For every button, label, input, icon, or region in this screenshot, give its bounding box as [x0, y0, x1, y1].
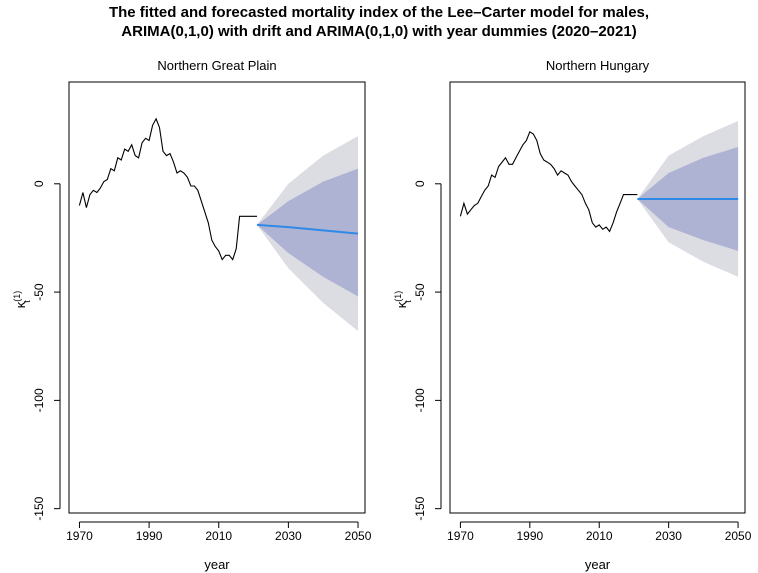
y-tick-label: -50 — [32, 283, 46, 301]
y-tick-label: -50 — [413, 283, 427, 301]
x-axis-title: year — [204, 557, 230, 572]
y-tick-label: -100 — [413, 388, 427, 412]
panel-northern-hungary: Northern Hungary 1970 1990 2010 2030 2050 year… — [393, 58, 752, 572]
y-axis-symbol: κ — [13, 301, 28, 308]
y-axis-symbol: κ — [394, 301, 409, 308]
x-tick-label: 1990 — [136, 529, 163, 543]
x-tick-label: 1970 — [66, 529, 93, 543]
y-tick-label: 0 — [413, 180, 427, 187]
y-axis-superscript: (1) — [393, 291, 403, 302]
x-tick-label: 1970 — [447, 529, 474, 543]
y-tick-label: -150 — [32, 496, 46, 520]
y-axis-title: κ(1)t — [12, 291, 32, 309]
panel-title: Northern Great Plain — [157, 58, 276, 73]
y-axis-title: κ(1)t — [393, 291, 413, 309]
panel-title: Northern Hungary — [546, 58, 650, 73]
forecast-mean-line — [256, 223, 359, 235]
fitted-line — [78, 117, 257, 261]
y-axis-subscript: t — [22, 300, 32, 303]
figure-title: The fitted and forecasted mortality inde… — [0, 3, 758, 41]
x-tick-label: 2050 — [345, 529, 372, 543]
plot-frame — [68, 81, 366, 514]
forecast-band-80 — [257, 168, 358, 297]
y-tick-label: -150 — [413, 496, 427, 520]
figure-title-line-2: ARIMA(0,1,0) with drift and ARIMA(0,1,0)… — [121, 23, 637, 40]
y-tick-label: 0 — [32, 180, 46, 187]
y-axis-superscript: (1) — [12, 291, 22, 302]
x-tick-label: 2030 — [275, 529, 302, 543]
panel-northern-great-plain: Northern Great Plain 1970 1990 2010 2030 2050… — [12, 58, 372, 572]
plot-frame — [449, 81, 746, 514]
x-tick-label: 2030 — [655, 529, 682, 543]
x-tick-label: 1990 — [516, 529, 543, 543]
figure-title-line-1: The fitted and forecasted mortality inde… — [108, 4, 650, 21]
y-axis-subscript: t — [403, 300, 413, 303]
fitted-line — [459, 130, 638, 233]
x-tick-label: 2010 — [205, 529, 232, 543]
y-tick-label: -100 — [32, 388, 46, 412]
x-tick-label: 2010 — [586, 529, 613, 543]
x-tick-label: 2050 — [725, 529, 752, 543]
x-axis-title: year — [585, 557, 611, 572]
